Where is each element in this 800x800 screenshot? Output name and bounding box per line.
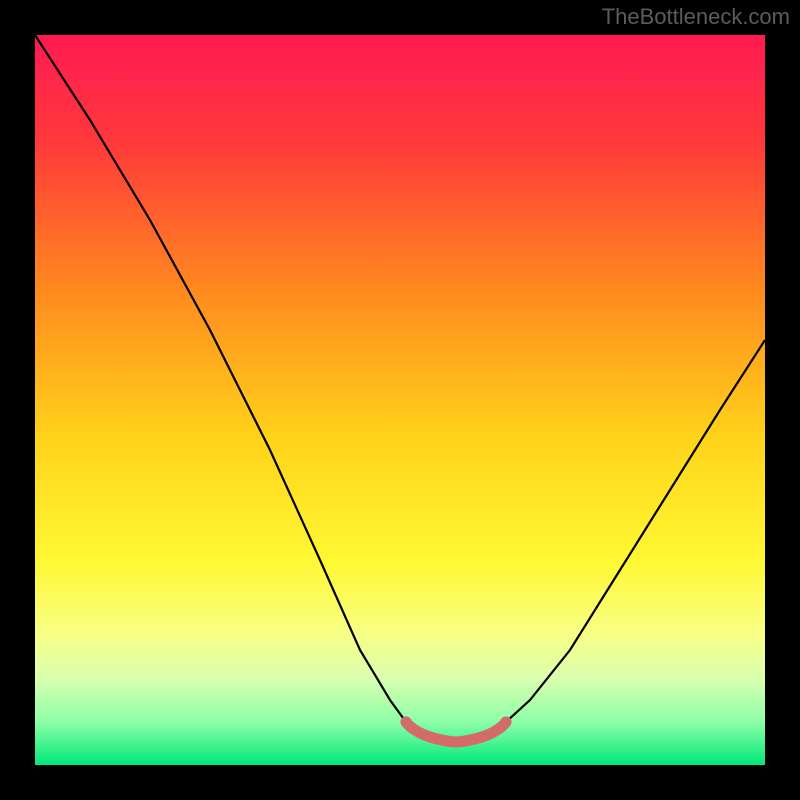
optimal-range-cap-right bbox=[501, 717, 512, 728]
bottleneck-chart bbox=[0, 0, 800, 800]
optimal-range-cap-left bbox=[401, 717, 412, 728]
chart-container: TheBottleneck.com bbox=[0, 0, 800, 800]
plot-background bbox=[35, 35, 765, 765]
watermark-text: TheBottleneck.com bbox=[602, 4, 790, 30]
